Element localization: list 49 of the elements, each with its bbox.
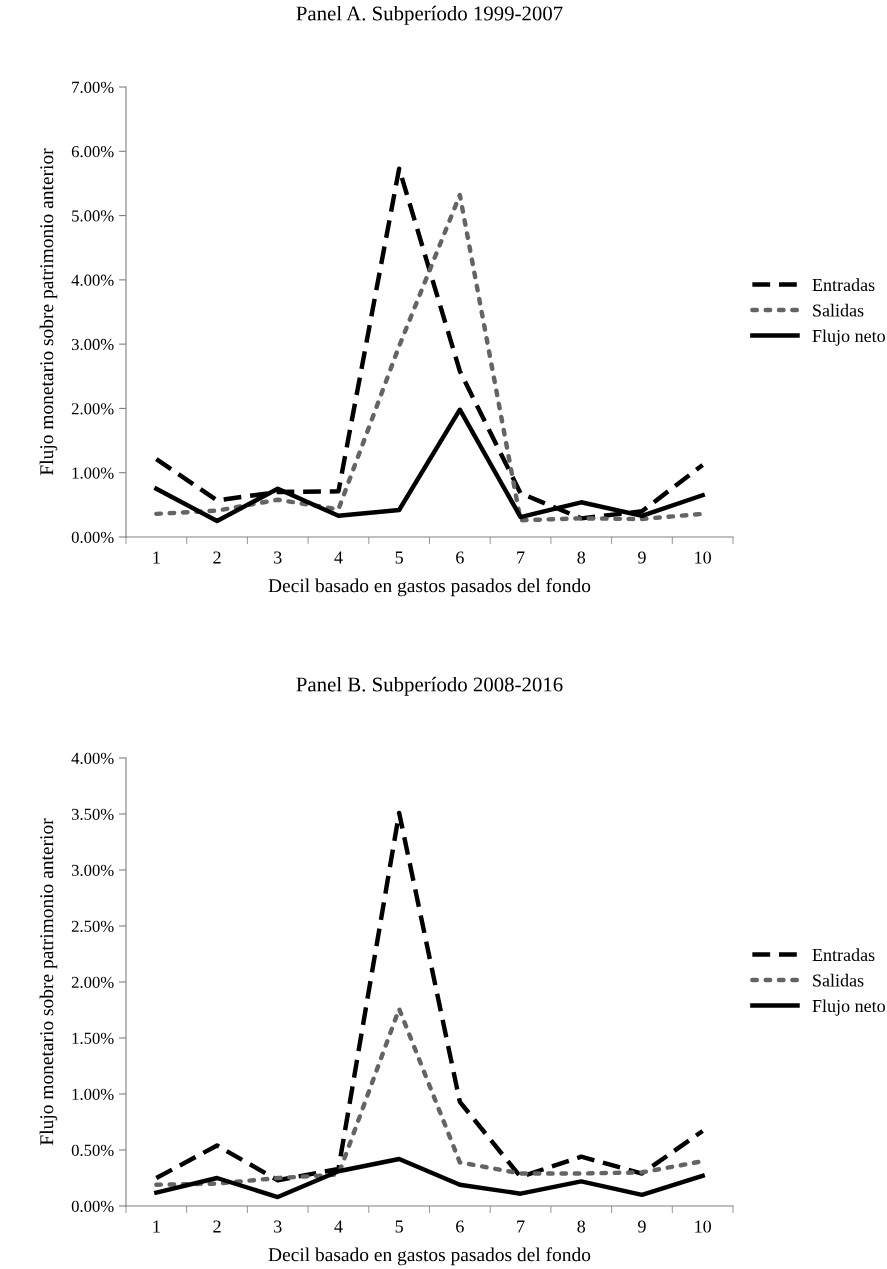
y-tick-label: 1.00% xyxy=(72,467,114,479)
chart-title: Panel B. Subperíodo 2008-2016 xyxy=(296,676,563,696)
y-tick-label: 7.00% xyxy=(72,81,114,94)
x-tick-label: 10 xyxy=(695,551,711,564)
x-tick-label: 9 xyxy=(638,551,646,564)
x-tick-label: 8 xyxy=(577,551,586,564)
y-tick-label: 4.00% xyxy=(71,274,114,286)
x-tick-label: 9 xyxy=(638,1220,646,1233)
y-tick-label: 2.00% xyxy=(71,403,114,415)
legend-label: Salidas xyxy=(813,303,864,317)
y-tick-label: 3.00% xyxy=(71,864,114,877)
y-tick-label: 3.50% xyxy=(71,808,114,821)
x-tick-label: 5 xyxy=(395,1220,403,1233)
y-tick-label: 2.00% xyxy=(71,976,114,989)
legend-label: Salidas xyxy=(813,973,864,987)
y-tick-label: 4.00% xyxy=(71,752,114,765)
x-axis-title: Decil basado en gastos pasados del fondo xyxy=(268,578,591,597)
y-tick-label: 6.00% xyxy=(71,145,114,158)
x-tick-label: 10 xyxy=(695,1220,711,1233)
x-tick-label: 2 xyxy=(213,551,221,564)
x-tick-label: 2 xyxy=(213,1220,221,1233)
y-axis-title: Flujo monetario sobre patrimonio anterior xyxy=(39,148,58,476)
y-tick-label: 2.50% xyxy=(71,920,114,933)
y-tick-label: 0.00% xyxy=(71,1200,114,1213)
legend-label: Entradas xyxy=(812,278,875,292)
x-tick-label: 6 xyxy=(456,551,464,564)
x-tick-label: 8 xyxy=(577,1220,586,1233)
y-axis-title: Flujo monetario sobre patrimonio anterior xyxy=(39,818,58,1146)
x-tick-label: 4 xyxy=(334,551,343,564)
legend-label: Entradas xyxy=(812,948,875,962)
y-tick-label: 1.00% xyxy=(72,1088,114,1101)
y-tick-label: 1.50% xyxy=(72,1032,114,1045)
x-tick-label: 1 xyxy=(153,551,160,564)
x-tick-label: 1 xyxy=(153,1220,160,1233)
x-tick-label: 3 xyxy=(274,1220,282,1233)
chart-title: Panel A. Subperíodo 1999-2007 xyxy=(296,5,563,25)
x-tick-label: 3 xyxy=(274,551,282,564)
x-tick-label: 7 xyxy=(517,1220,525,1233)
x-axis-title: Decil basado en gastos pasados del fondo xyxy=(268,1247,591,1266)
x-tick-label: 7 xyxy=(517,551,525,564)
y-tick-label: 5.00% xyxy=(72,210,114,222)
x-tick-label: 6 xyxy=(456,1220,464,1233)
y-tick-label: 0.00% xyxy=(71,531,114,544)
y-tick-label: 3.00% xyxy=(71,338,114,351)
legend-label: Flujo neto xyxy=(812,329,885,346)
x-tick-label: 4 xyxy=(334,1220,343,1233)
legend-label: Flujo neto xyxy=(812,999,885,1016)
y-tick-label: 0.50% xyxy=(71,1144,114,1157)
x-tick-label: 5 xyxy=(395,551,403,564)
